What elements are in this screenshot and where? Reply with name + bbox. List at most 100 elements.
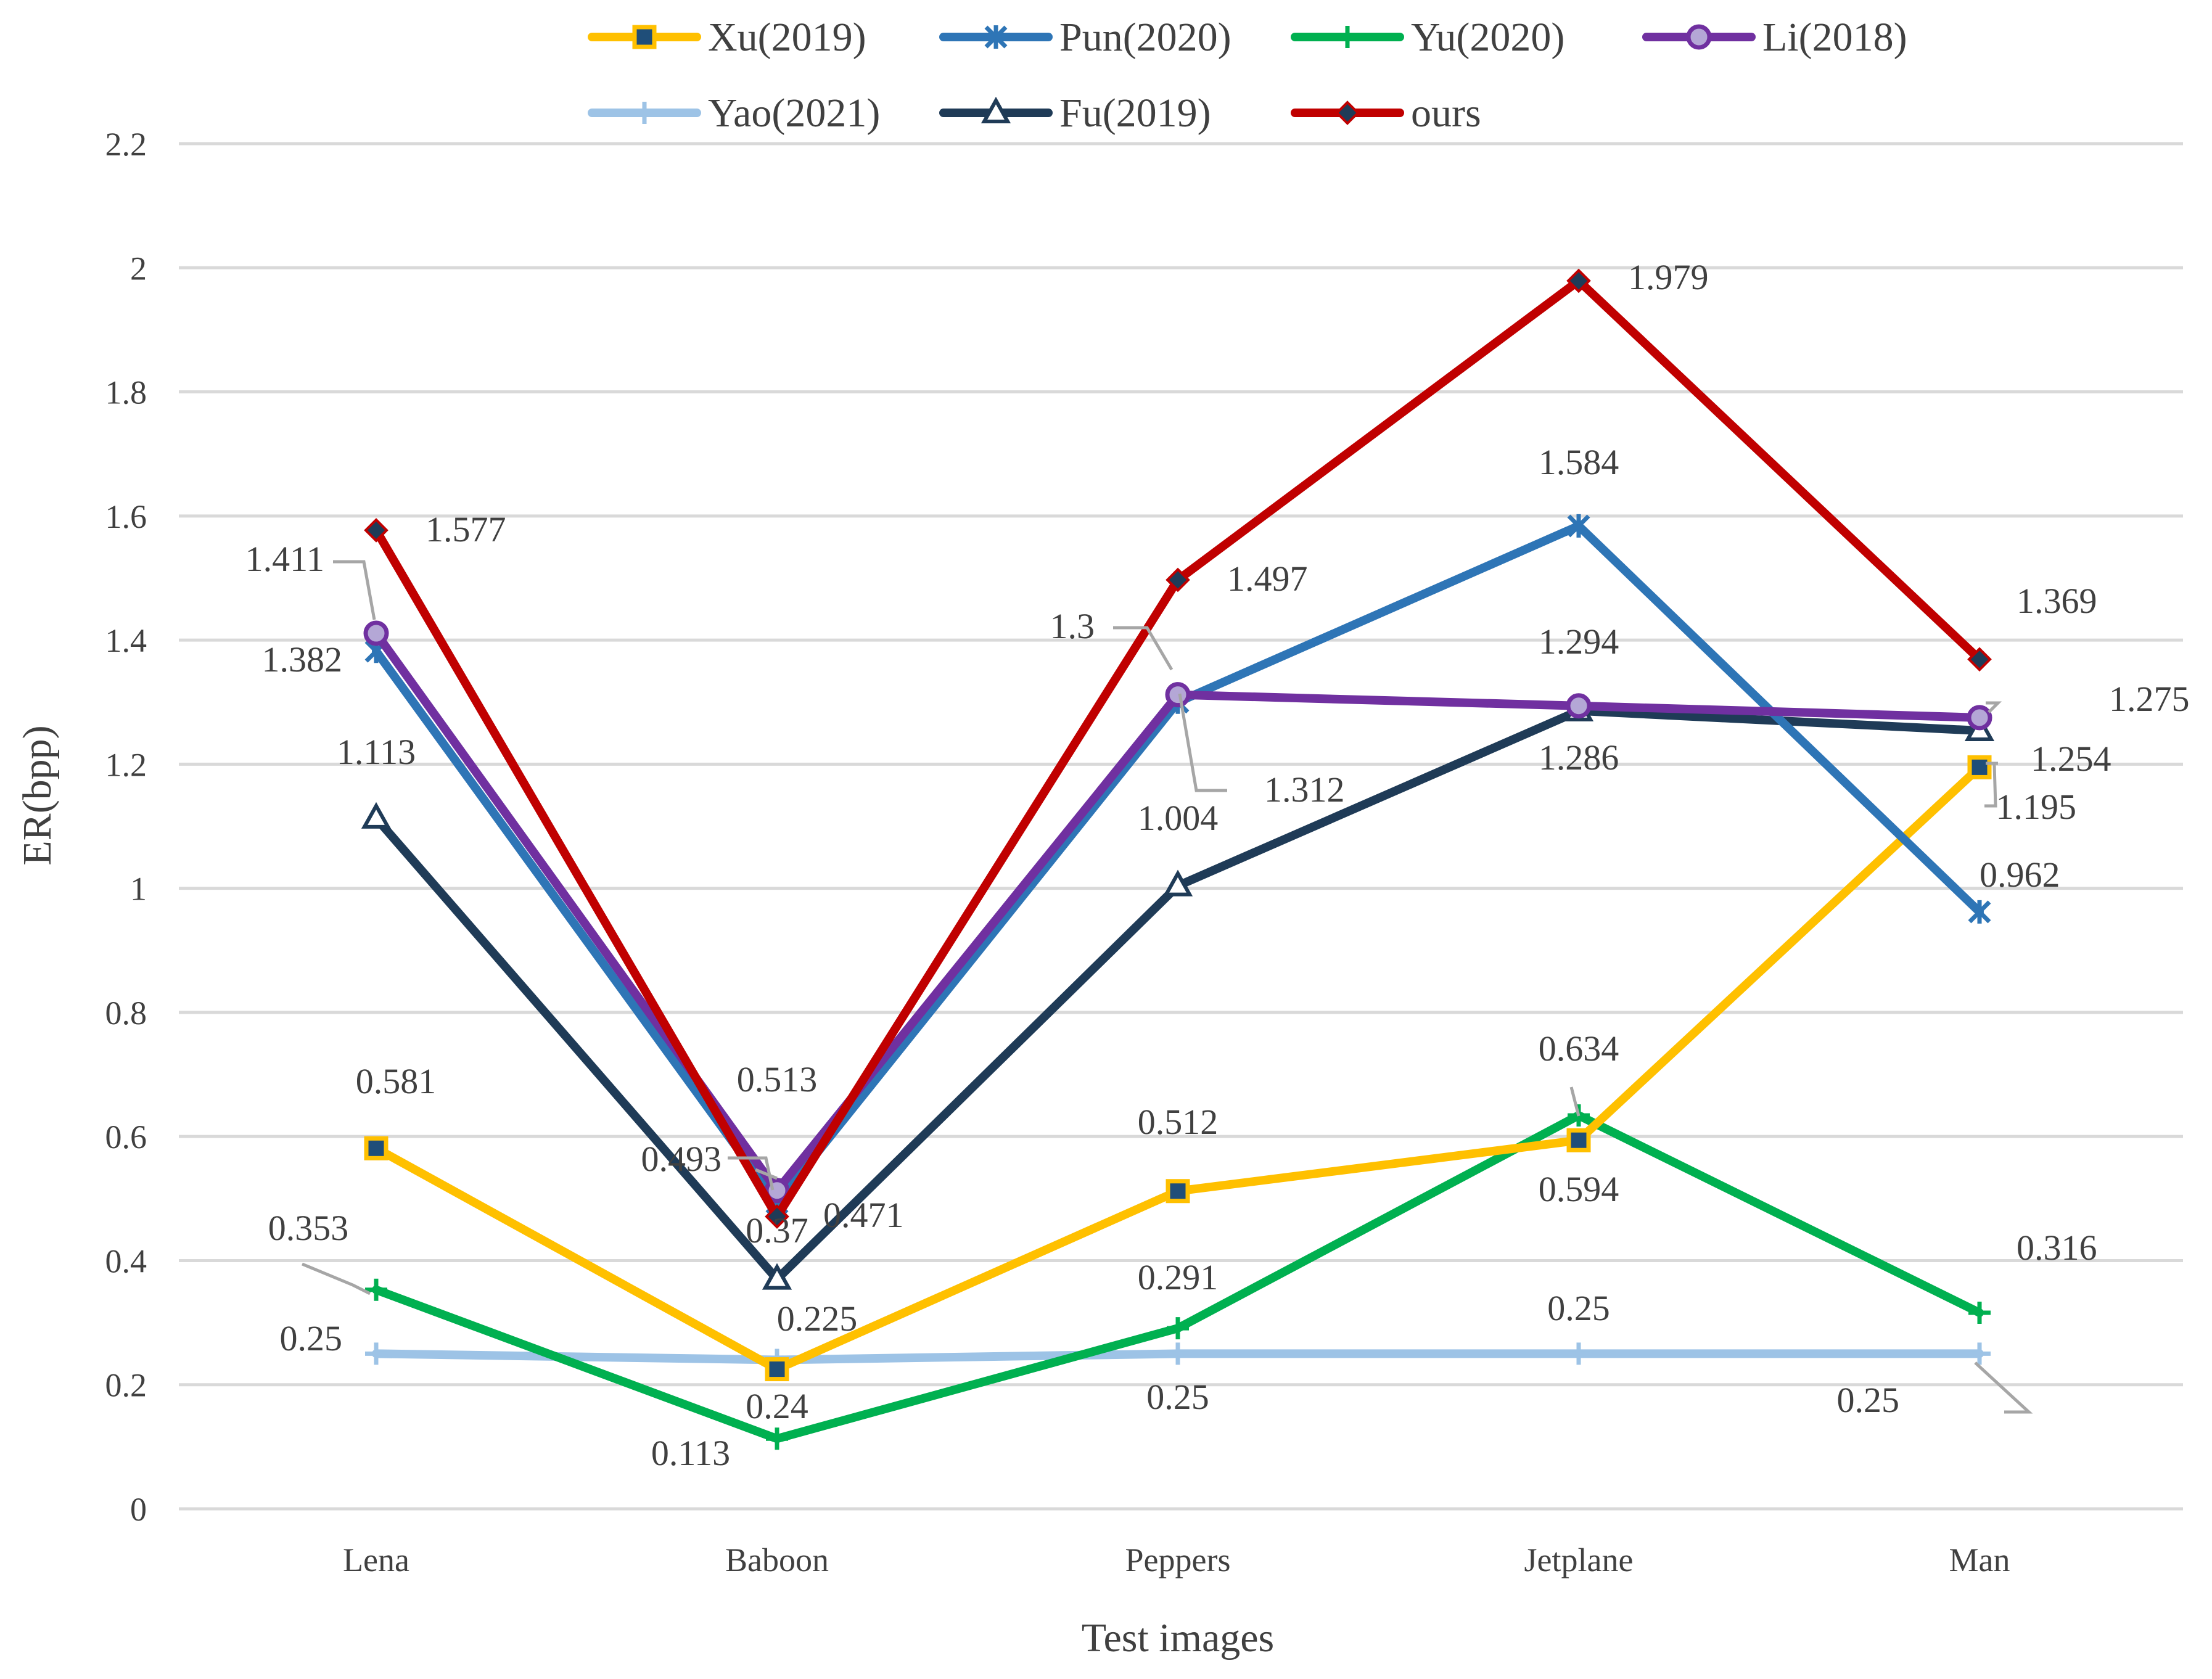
leader-line [755, 1168, 778, 1180]
data-label-fu: 1.254 [2031, 739, 2111, 779]
data-point-fu [361, 802, 392, 829]
data-label-yao: 0.25 [1146, 1377, 1209, 1417]
legend-label: Li(2018) [1762, 15, 1907, 60]
data-point-yu [766, 1427, 788, 1450]
data-point-li [1165, 682, 1191, 708]
y-tick-label: 0.8 [105, 995, 147, 1032]
legend-item-pun: Pun(2020) [939, 15, 1231, 60]
legend-label: Yu(2020) [1411, 15, 1564, 60]
legend-item-yao: Yao(2021) [588, 91, 880, 136]
data-label-ours: 1.979 [1628, 257, 1709, 297]
legend-marker-fu [981, 96, 1011, 123]
legend-item-li: Li(2018) [1642, 15, 1907, 60]
data-label-pun: 0.962 [1980, 855, 2060, 895]
data-point-yao [1568, 1342, 1590, 1365]
leader-line [728, 1156, 775, 1191]
series-ours [364, 268, 1992, 1229]
data-point-xu [1166, 1179, 1190, 1204]
data-label-xu: 0.581 [356, 1061, 437, 1101]
legend-item-ours: ours [1291, 91, 1481, 136]
data-label-yu: 0.113 [651, 1433, 730, 1473]
y-tick-label: 2.2 [105, 126, 147, 163]
data-label-fu: 1.004 [1138, 798, 1219, 838]
legend-marker-yao [633, 102, 656, 124]
y-tick-label: 0.2 [105, 1367, 147, 1404]
data-label-xu: 1.195 [1996, 787, 2077, 827]
legend-item-fu: Fu(2019) [939, 91, 1211, 136]
data-label-li: 1.411 [245, 539, 324, 579]
data-label-yu: 0.634 [1539, 1028, 1619, 1069]
data-label-pun: 0.493 [641, 1139, 722, 1179]
data-label-ours: 1.577 [426, 509, 506, 549]
data-label-yao: 0.24 [746, 1386, 808, 1426]
leader-line [302, 1262, 371, 1295]
data-point-yu [365, 1278, 387, 1301]
data-point-ours [1566, 268, 1591, 294]
data-label-ours: 1.369 [2017, 581, 2097, 621]
data-label-ours: 0.471 [823, 1195, 904, 1235]
data-point-ours [364, 518, 389, 543]
series-xu [364, 755, 1992, 1382]
data-label-pun: 1.584 [1539, 442, 1619, 482]
series-line-ours [372, 276, 1984, 1221]
data-label-fu: 0.37 [746, 1210, 808, 1250]
data-label-yao: 0.25 [280, 1318, 343, 1358]
y-tick-label: 2 [130, 250, 147, 287]
leader-line [1984, 764, 1997, 808]
data-point-yao [1968, 1342, 1991, 1365]
legend-marker-xu [632, 25, 657, 49]
data-label-yu: 0.316 [2017, 1228, 2097, 1268]
y-tick-label: 1.2 [105, 746, 147, 783]
legend-label: Fu(2019) [1059, 91, 1211, 136]
data-point-ours [765, 1204, 789, 1229]
leader-line [1113, 626, 1174, 671]
data-point-li [1967, 705, 1992, 731]
data-label-li: 0.513 [737, 1059, 818, 1099]
y-tick-label: 1.6 [105, 498, 147, 535]
data-point-yu [1968, 1301, 1991, 1324]
legend-label: Pun(2020) [1059, 15, 1231, 60]
leader-line [1569, 1086, 1581, 1117]
y-tick-label: 0 [130, 1491, 147, 1528]
x-tick-label: Baboon [725, 1541, 829, 1578]
data-point-ours [1967, 647, 1992, 672]
data-label-xu: 0.594 [1539, 1169, 1619, 1209]
data-label-yu: 0.353 [268, 1208, 349, 1248]
data-point-xu [364, 1136, 389, 1160]
data-point-ours [1166, 567, 1190, 593]
legend-label: Xu(2019) [708, 15, 866, 60]
data-label-xu: 0.225 [777, 1299, 858, 1339]
data-point-xu [765, 1357, 789, 1382]
legend-marker-ours [1335, 101, 1360, 125]
data-label-pun: 1.3 [1050, 606, 1095, 646]
data-label-yao: 0.25 [1837, 1380, 1900, 1420]
data-point-yao [365, 1342, 387, 1365]
x-tick-label: Man [1949, 1541, 2010, 1578]
legend-marker-yu [1336, 26, 1359, 48]
data-point-xu [1967, 755, 1992, 779]
series-li [363, 620, 1992, 1204]
data-label-leader-lines [302, 560, 2033, 1414]
series-yao [365, 1342, 1991, 1371]
data-label-ours: 1.497 [1227, 559, 1308, 599]
leader-line [333, 560, 376, 620]
x-tick-label: Jetplane [1524, 1541, 1634, 1578]
legend-item-xu: Xu(2019) [588, 15, 866, 60]
x-axis-title: Test images [1082, 1615, 1274, 1661]
data-label-li: 1.294 [1539, 622, 1619, 662]
data-labels: 0.581 0.225 0.512 0.594 1.195 1.382 0.493 1.3 1.… [245, 257, 2190, 1473]
legend: Xu(2019) Pun(2020) Yu(2020) Li(2018) Yao(202… [588, 15, 1907, 136]
y-tick-label: 1.4 [105, 622, 147, 659]
data-label-li: 1.275 [2109, 679, 2190, 719]
data-point-li [1566, 693, 1592, 719]
series-lines [361, 268, 1995, 1450]
legend-marker-li [1686, 24, 1712, 50]
data-point-pun [1968, 900, 1991, 924]
data-point-pun [1567, 514, 1590, 538]
data-label-fu: 1.113 [337, 732, 416, 772]
data-point-yu [1167, 1317, 1189, 1340]
data-point-fu [1162, 869, 1193, 897]
data-label-yao: 0.25 [1547, 1288, 1610, 1328]
y-axis-title: ER(bpp) [15, 725, 60, 865]
